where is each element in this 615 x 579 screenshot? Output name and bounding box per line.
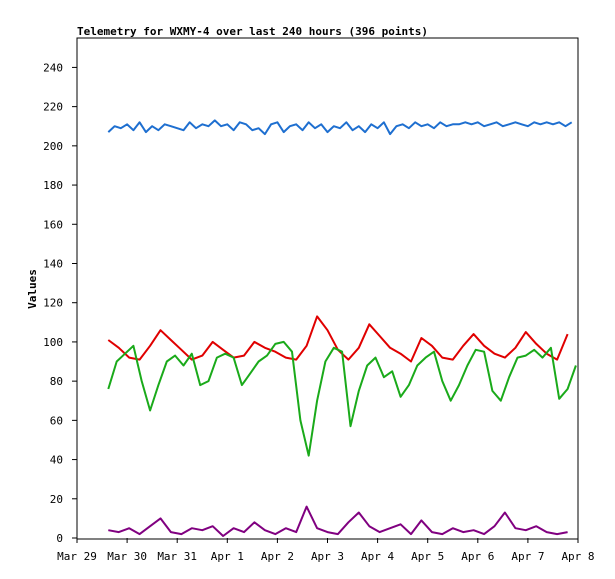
x-tick-label: Apr 4 <box>361 550 394 563</box>
y-axis-label: Values <box>26 269 39 309</box>
series-line-3 <box>107 340 577 457</box>
x-tick-label: Apr 2 <box>261 550 294 563</box>
x-tick-label: Apr 3 <box>311 550 344 563</box>
y-tick-label: 140 <box>43 257 63 270</box>
x-tick-label: Mar 31 <box>157 550 197 563</box>
y-tick-label: 40 <box>50 454 63 467</box>
x-tick-label: Apr 1 <box>211 550 244 563</box>
y-tick-label: 0 <box>56 532 63 545</box>
y-tick-label: 240 <box>43 61 63 74</box>
y-tick-label: 160 <box>43 218 63 231</box>
y-tick-label: 80 <box>50 375 63 388</box>
series-lines <box>107 119 577 537</box>
series-line-1 <box>107 119 573 136</box>
x-tick-label: Mar 29 <box>57 550 97 563</box>
y-tick-label: 120 <box>43 297 63 310</box>
y-tick-label: 220 <box>43 101 63 114</box>
x-tick-label: Apr 7 <box>511 550 544 563</box>
series-line-4 <box>108 505 568 537</box>
y-tick-label: 100 <box>43 336 63 349</box>
plot-frame <box>76 37 579 540</box>
y-tick-label: 200 <box>43 140 63 153</box>
chart-title: Telemetry for WXMY-4 over last 240 hours… <box>77 25 428 38</box>
x-tick-label: Apr 8 <box>561 550 594 563</box>
axis-ticks: 0 20 40 60 80 100 120 140 160 180 200 220 240 Mar 29 M… <box>43 61 594 563</box>
x-tick-label: Apr 5 <box>411 550 444 563</box>
y-tick-label: 20 <box>50 493 63 506</box>
y-tick-label: 180 <box>43 179 63 192</box>
x-tick-label: Apr 6 <box>461 550 494 563</box>
x-tick-label: Mar 30 <box>107 550 147 563</box>
y-tick-label: 60 <box>50 414 63 427</box>
